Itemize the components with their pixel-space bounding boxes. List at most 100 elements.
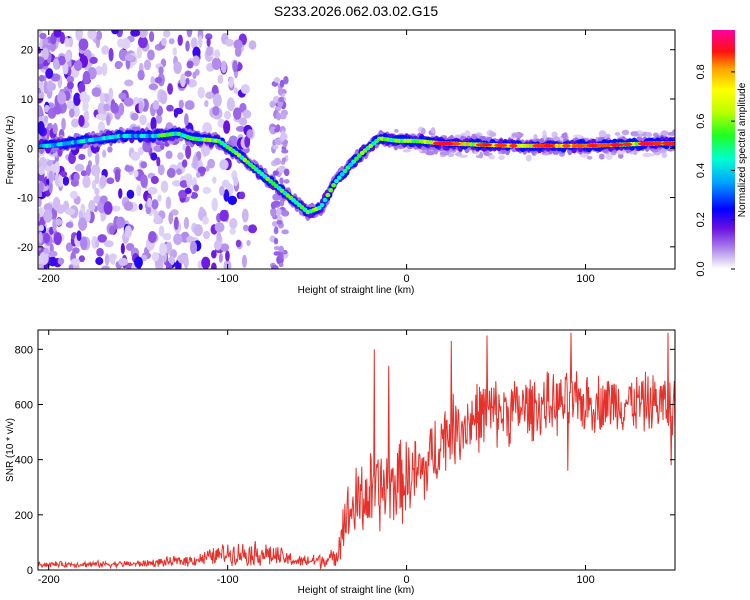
spectrogram-noise — [402, 148, 411, 153]
spectrogram-noise — [165, 241, 173, 255]
spectrogram-noise — [117, 38, 125, 48]
spectrogram-noise — [279, 177, 284, 185]
spectrogram-peak — [432, 141, 451, 146]
spectrogram-noise — [246, 239, 251, 246]
snr-y-label: SNR (10 * v/v) — [5, 418, 16, 482]
spectrogram-noise — [147, 197, 153, 208]
spectrogram-x-tick-label: 100 — [576, 273, 594, 285]
spectrogram-noise — [85, 164, 91, 177]
spectrogram-noise — [605, 153, 613, 160]
spectrogram-noise — [273, 77, 281, 83]
spectrogram-noise — [151, 199, 159, 210]
spectrogram-noise — [645, 131, 653, 138]
spectrogram-noise — [73, 60, 83, 71]
spectrogram-noise — [199, 206, 205, 216]
spectrogram-noise — [220, 243, 230, 252]
spectrogram-noise — [672, 129, 675, 134]
spectrogram-noise — [177, 34, 183, 46]
spectrogram-noise — [49, 226, 54, 236]
spectrogram-noise — [91, 179, 97, 190]
spectrogram-noise — [621, 129, 630, 136]
spectrogram-noise — [43, 209, 53, 223]
spectrogram-noise — [192, 71, 197, 79]
spectrogram-noise — [235, 239, 242, 248]
spectrogram-noise — [57, 91, 67, 105]
colorbar-tick-label: 0.8 — [695, 64, 707, 79]
spectrogram-noise — [114, 168, 121, 183]
spectrogram-noise — [159, 142, 165, 150]
spectrogram-noise — [143, 59, 152, 71]
spectrogram-noise — [272, 170, 279, 176]
spectrogram-noise — [430, 127, 436, 134]
spectrogram-noise — [241, 208, 249, 223]
spectrogram-noise — [69, 108, 75, 118]
spectrogram-noise — [489, 131, 497, 137]
spectrogram-noise — [70, 258, 81, 266]
spectrogram-noise — [168, 38, 175, 45]
spectrogram-noise — [464, 130, 471, 136]
spectrogram-noise — [111, 103, 119, 114]
spectrogram-noise — [617, 153, 624, 159]
spectrogram-peak — [622, 142, 633, 147]
spectrogram-noise — [198, 35, 203, 49]
spectrogram-noise — [661, 151, 668, 159]
spectrogram-noise — [124, 54, 135, 62]
spectrogram-noise — [185, 77, 190, 85]
spectrogram-peak — [482, 143, 492, 147]
spectrogram-noise — [168, 255, 175, 266]
spectrogram-noise — [102, 149, 107, 158]
spectrogram-ridge-core — [351, 159, 357, 164]
spectrogram-noise — [74, 163, 85, 172]
spectrogram-noise — [53, 30, 62, 38]
spectrogram-noise — [82, 175, 91, 189]
spectrogram-noise — [183, 216, 190, 230]
spectrogram-noise — [184, 70, 192, 77]
spectrogram-noise — [55, 218, 63, 226]
spectrogram-noise — [65, 242, 73, 252]
spectrogram-noise — [166, 167, 176, 179]
figure-title: S233.2026.062.03.02.G15 — [274, 3, 438, 19]
spectrogram-y-tick-label: -20 — [17, 242, 33, 254]
spectrogram-noise — [98, 121, 106, 134]
spectrogram-ridge-core — [354, 156, 359, 161]
spectrogram-noise — [488, 155, 496, 160]
spectrogram-noise — [202, 216, 209, 225]
spectrogram-noise — [39, 224, 44, 232]
spectrogram-noise — [165, 150, 173, 160]
spectrogram-noise — [204, 100, 209, 108]
spectrogram-noise — [91, 87, 102, 98]
spectrogram-noise — [217, 74, 224, 84]
spectrogram-ridge-core — [319, 202, 325, 208]
spectrogram-noise — [173, 110, 178, 118]
spectrogram-noise — [455, 151, 463, 157]
spectrogram-noise — [281, 210, 290, 217]
spectrogram-noise — [108, 253, 118, 260]
spectrogram-noise — [48, 250, 58, 258]
spectrogram-noise — [150, 116, 157, 131]
spectrogram-noise — [106, 114, 111, 126]
spectrogram-noise — [62, 176, 70, 186]
spectrogram-noise — [108, 225, 116, 235]
spectrogram-noise — [66, 100, 74, 110]
spectrogram-noise — [219, 185, 225, 196]
spectrogram-noise — [205, 33, 213, 40]
spectrogram-noise — [213, 240, 222, 251]
spectrogram-noise — [177, 152, 184, 160]
spectrogram-noise — [190, 37, 198, 50]
spectrogram-noise — [271, 265, 279, 269]
spectrogram-noise — [82, 100, 89, 112]
spectrogram-noise — [47, 122, 53, 129]
spectrogram-noise — [48, 180, 53, 194]
spectrogram-noise — [139, 114, 147, 126]
spectrogram-noise — [223, 120, 231, 134]
spectrogram-noise — [99, 92, 105, 104]
spectrogram-noise — [206, 37, 211, 47]
colorbar-label: Normalized spectral amplitude — [737, 82, 748, 217]
spectrogram-noise — [276, 112, 282, 121]
spectrogram-noise — [78, 82, 86, 95]
spectrogram-noise — [185, 145, 192, 159]
spectrogram-noise — [238, 191, 246, 200]
spectrogram-noise — [59, 171, 68, 178]
spectrogram-noise — [43, 115, 49, 123]
spectrogram-noise — [598, 130, 607, 138]
